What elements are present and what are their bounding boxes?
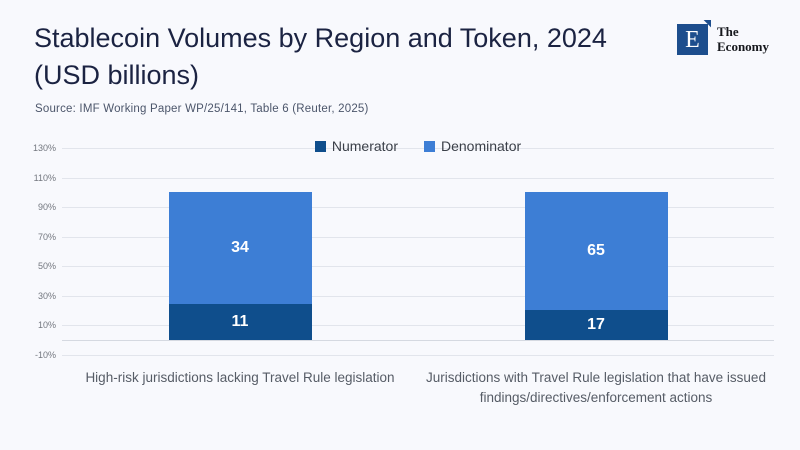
bar-value-label: 17 (587, 315, 605, 333)
stacked-bar: 34 11 (168, 192, 312, 341)
y-tick-label: 50% (37, 261, 56, 272)
y-tick-label: 10% (37, 320, 56, 331)
y-tick-label: 90% (37, 202, 56, 213)
category-label: High-risk jurisdictions lacking Travel R… (85, 370, 395, 385)
gridline (62, 325, 774, 327)
logo-name-line2: Economy (717, 38, 769, 54)
y-tick-label: -10% (34, 350, 56, 360)
gridline (62, 295, 774, 297)
gridline (62, 355, 774, 356)
page-title: Stablecoin Volumes by Region and Token, … (34, 23, 607, 90)
legend-item-denominator: Denominator (423, 138, 522, 154)
bar-value-label: 65 (587, 241, 605, 259)
bar-value-label: 34 (231, 239, 249, 257)
axis-baseline (62, 340, 774, 342)
y-tick-label: 30% (37, 290, 56, 301)
chart-legend: Numerator Denominator (62, 138, 774, 154)
gridline (62, 266, 774, 268)
legend-label: Denominator (440, 138, 522, 154)
bar-segment-denominator: 34 (168, 192, 312, 305)
bar-segment-numerator: 11 (168, 304, 312, 341)
logo-corner-flag-icon (703, 20, 711, 28)
legend-swatch-icon (314, 140, 326, 152)
gridline (62, 177, 774, 179)
bar-segment-denominator: 65 (524, 192, 668, 310)
y-tick-label: 110% (33, 172, 56, 183)
category-label: Jurisdictions with Travel Rule legislati… (426, 370, 766, 405)
plot-area: 130% 110% 90% 70% 50% 30% 10% -10% 34 11 65 17 (33, 143, 774, 360)
y-tick-label: 70% (37, 231, 56, 242)
stacked-bar: 65 17 (524, 192, 668, 341)
y-tick-label: 130% (32, 143, 56, 153)
logo-mark: E (677, 20, 711, 55)
logo-name: The Economy (717, 24, 769, 54)
gridline (62, 148, 774, 149)
bar-value-label: 11 (231, 313, 249, 331)
legend-item-numerator: Numerator (314, 138, 398, 154)
legend-label: Numerator (331, 138, 398, 154)
source-note: Source: IMF Working Paper WP/25/141, Tab… (35, 103, 369, 115)
gridline (62, 236, 774, 238)
logo-name-line1: The (717, 24, 739, 39)
legend-swatch-icon (423, 140, 435, 152)
brand-logo: E The Economy (677, 20, 769, 55)
logo-letter: E (685, 26, 700, 53)
gridline (62, 207, 774, 209)
bar-segment-numerator: 17 (524, 309, 668, 341)
